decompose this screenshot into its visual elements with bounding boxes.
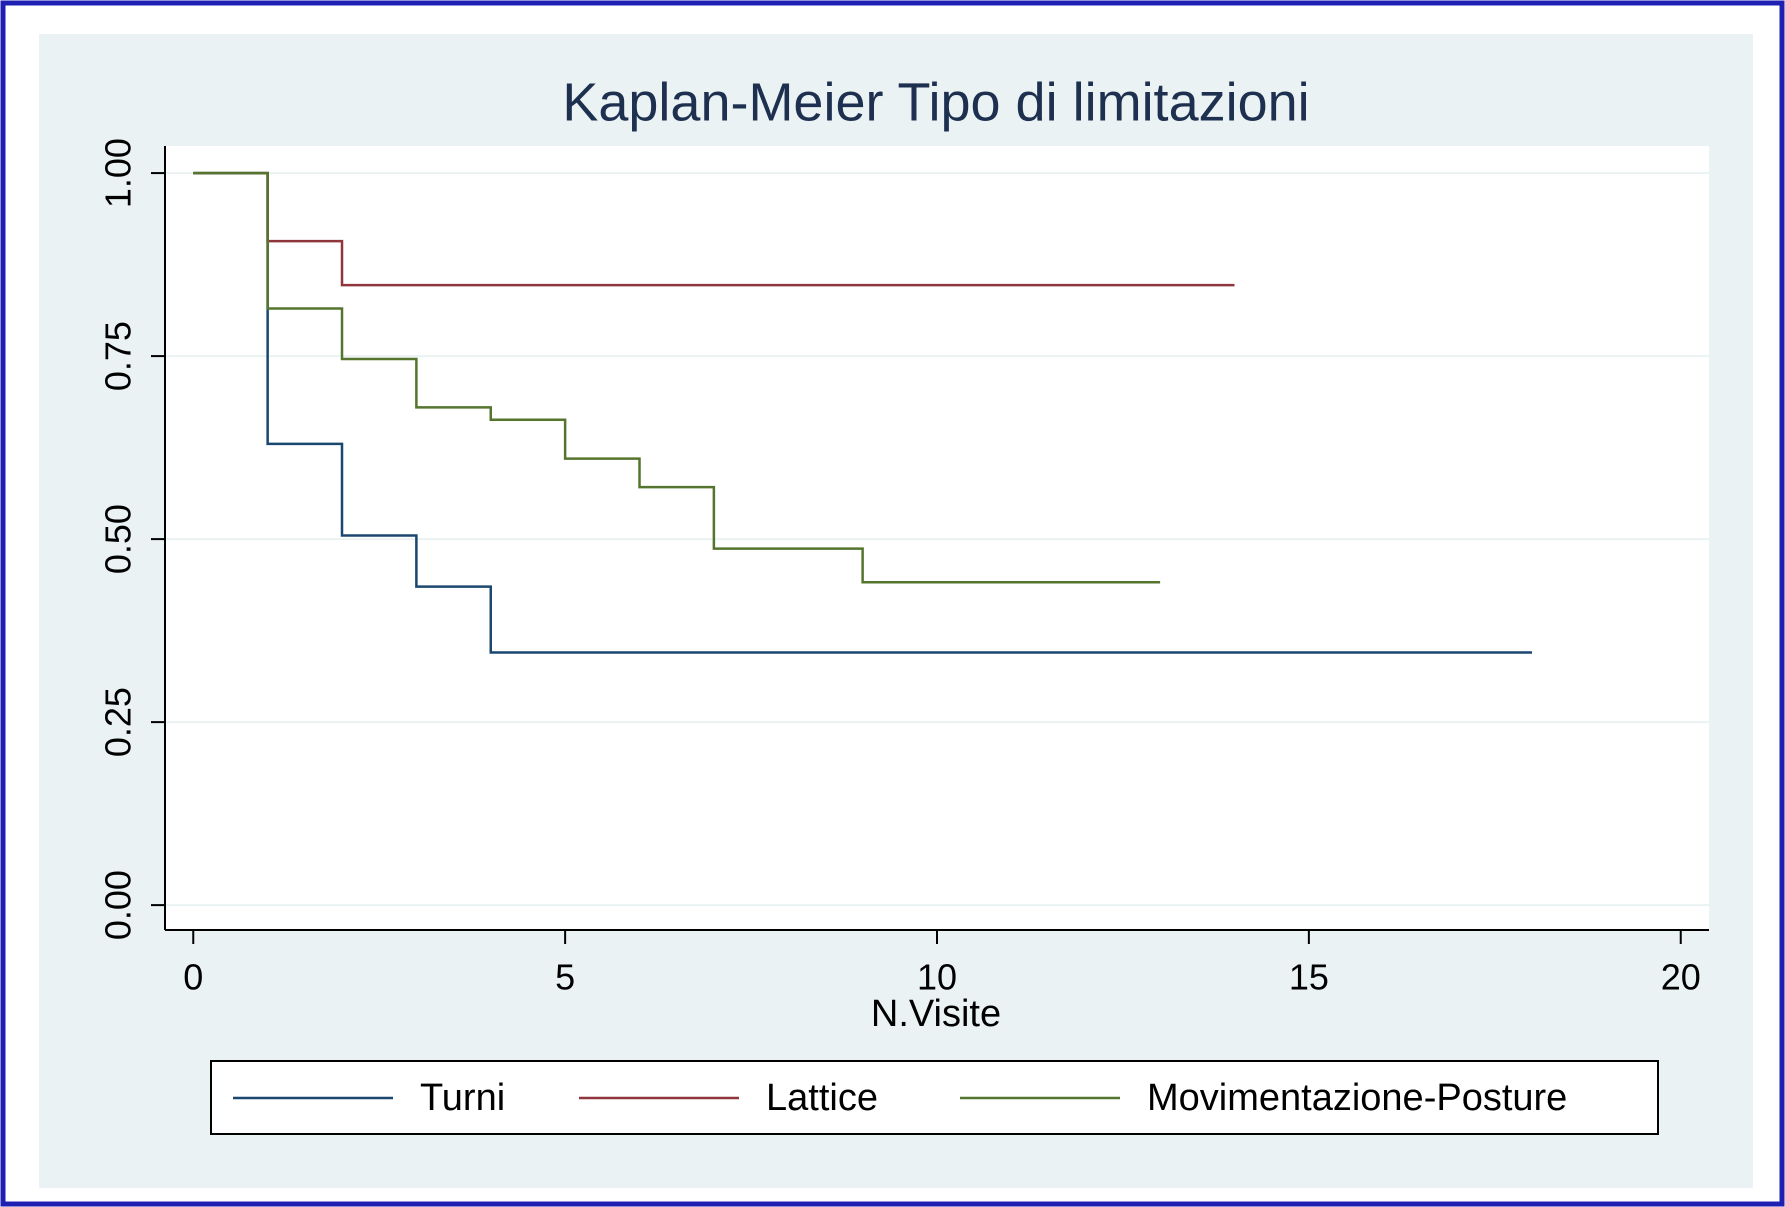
x-axis-title: N.Visite — [871, 993, 1001, 1035]
y-tick-label: 0.50 — [98, 504, 139, 574]
x-tick-label: 5 — [555, 957, 575, 998]
y-tick-label: 0.25 — [98, 687, 139, 757]
y-tick-label: 0.75 — [98, 321, 139, 391]
y-tick-label: 1.00 — [98, 138, 139, 208]
x-tick-label: 10 — [917, 957, 957, 998]
legend — [210, 1060, 1659, 1135]
survival-line — [193, 171, 1161, 584]
legend-label: Lattice — [766, 1077, 878, 1119]
x-tick-label: 0 — [183, 957, 203, 998]
legend-label: Turni — [420, 1077, 505, 1119]
y-tick-label: 0.00 — [98, 870, 139, 940]
chart-title: Kaplan-Meier Tipo di limitazioni — [562, 72, 1309, 132]
x-tick-label: 15 — [1289, 957, 1329, 998]
x-tick-label: 20 — [1661, 957, 1701, 998]
plot-area — [165, 146, 1709, 930]
legend-label: Movimentazione-Posture — [1147, 1077, 1567, 1119]
